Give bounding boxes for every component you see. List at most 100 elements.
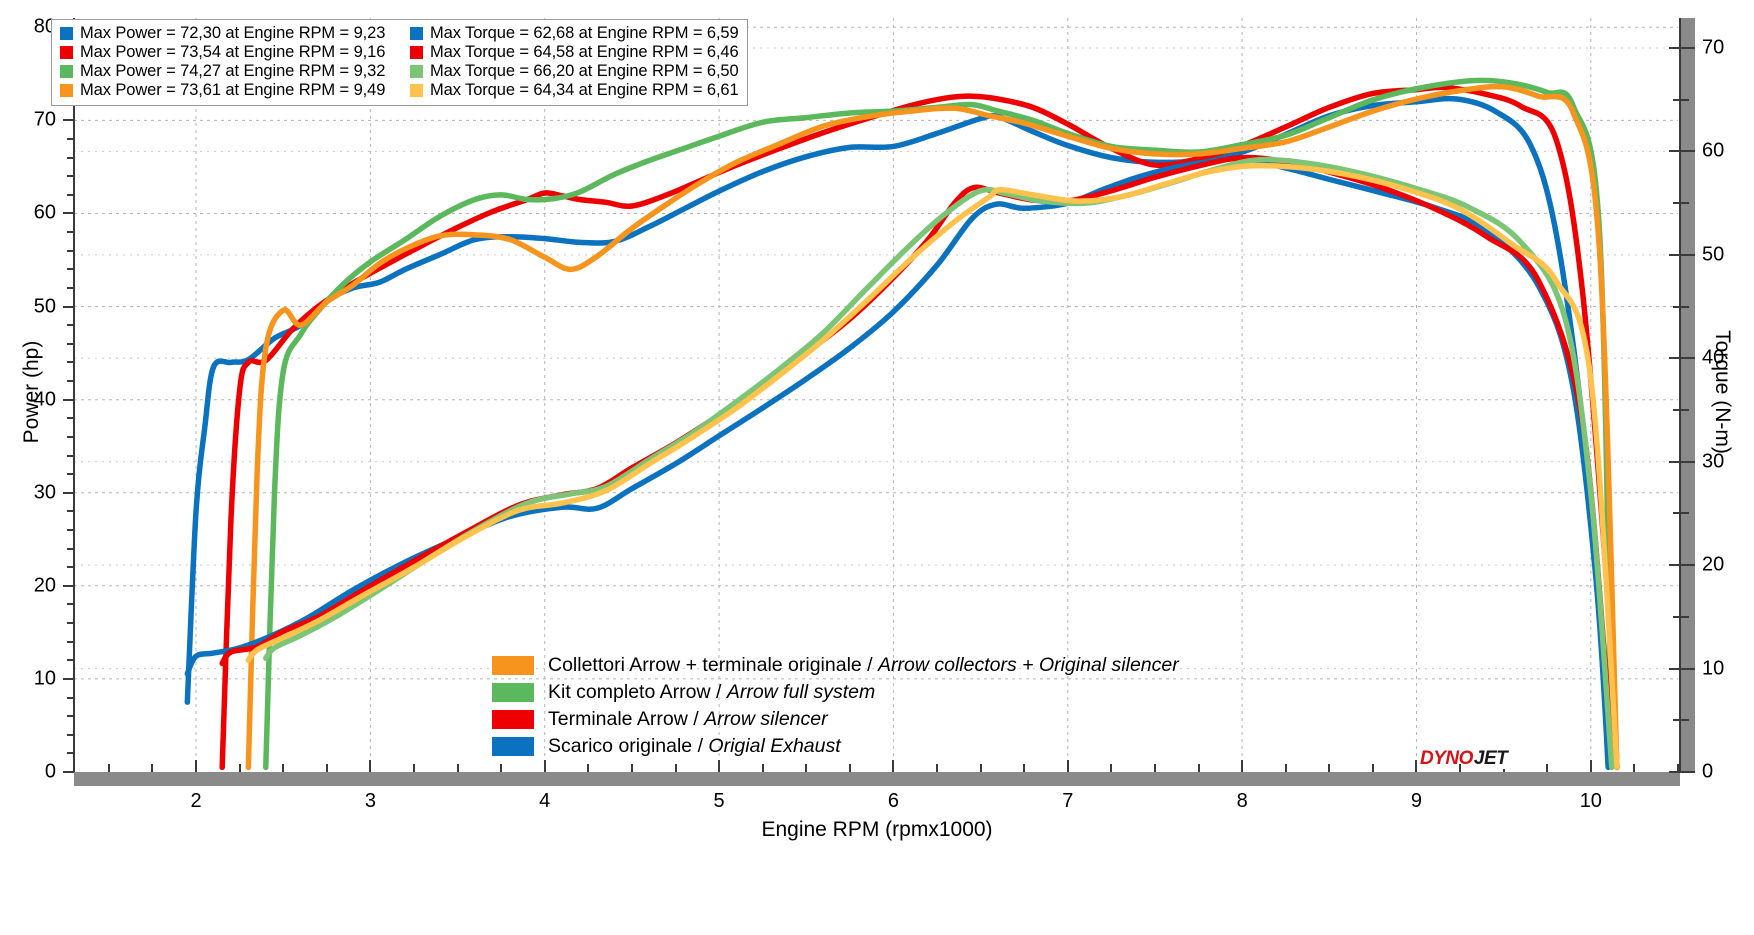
y2-tick-major <box>1669 253 1695 256</box>
x-tick-minor <box>1110 764 1113 772</box>
x-tick-minor <box>936 764 939 772</box>
x-tick-label: 10 <box>1579 790 1602 812</box>
y-axis-left-line <box>73 18 75 772</box>
curve-3 <box>245 83 1620 771</box>
y-tick-minor <box>67 231 74 234</box>
x-tick-minor <box>1546 764 1549 772</box>
dynojet-logo-dyno: DYNO <box>1420 748 1473 769</box>
series-legend-label: Collettori Arrow + terminale originale /… <box>548 654 1179 677</box>
series-color-swatch <box>492 736 534 756</box>
stats-legend-box: Max Power = 72,30 at Engine RPM = 9,23 M… <box>51 19 748 106</box>
x-tick-minor <box>1197 764 1200 772</box>
y-tick-label: 60 <box>33 201 56 224</box>
max-torque-text: Max Torque = 64,58 at Engine RPM = 6,46 <box>430 43 739 61</box>
plot-area <box>74 18 1678 772</box>
x-tick-minor <box>412 764 415 772</box>
series-color-swatch <box>410 65 423 78</box>
x-tick-label: 5 <box>713 790 725 812</box>
x-tick-label: 2 <box>190 790 202 812</box>
series-legend-label: Kit completo Arrow / Arrow full system <box>548 681 875 704</box>
max-power-text: Max Power = 72,30 at Engine RPM = 9,23 <box>80 24 386 42</box>
y-tick-minor <box>67 249 74 252</box>
y-tick-minor <box>67 380 74 383</box>
y-tick-minor <box>67 361 74 364</box>
y2-tick-major <box>1669 46 1695 49</box>
stats-row: Max Power = 73,61 at Engine RPM = 9,49 M… <box>60 81 739 100</box>
x-tick-label: 6 <box>887 790 899 812</box>
curves-layer <box>184 77 1620 771</box>
y-tick-minor <box>67 138 74 140</box>
y-axis-right-bar <box>1681 18 1695 772</box>
y2-tick-label: 50 <box>1702 243 1725 266</box>
stats-power-cell: Max Power = 72,30 at Engine RPM = 9,23 <box>60 24 410 43</box>
y-tick-minor <box>67 175 74 178</box>
series-color-swatch <box>60 84 73 97</box>
y2-tick-minor <box>1673 305 1689 308</box>
y2-tick-label: 30 <box>1702 450 1725 473</box>
x-tick-minor <box>630 764 633 772</box>
y-tick-label: 80 <box>33 15 56 38</box>
y-tick-label: 20 <box>33 574 56 597</box>
x-tick-major <box>195 760 198 772</box>
stats-torque-cell: Max Torque = 64,34 at Engine RPM = 6,61 <box>410 81 739 100</box>
stats-power-cell: Max Power = 73,61 at Engine RPM = 9,49 <box>60 81 410 100</box>
y-tick-label: 10 <box>33 667 56 690</box>
y-axis-left-title: Power (hp) <box>20 340 43 444</box>
y2-tick-major <box>1669 357 1695 360</box>
series-color-swatch <box>492 682 534 702</box>
x-tick-minor <box>325 764 328 772</box>
x-tick-minor <box>282 764 285 772</box>
x-tick-minor <box>1459 764 1462 772</box>
y-tick-minor <box>67 268 74 271</box>
y2-tick-minor <box>1673 408 1689 411</box>
y2-tick-minor <box>1673 98 1689 101</box>
y2-tick-major <box>1669 667 1695 670</box>
y2-tick-label: 60 <box>1702 139 1725 162</box>
y-tick-major <box>63 491 74 494</box>
x-tick-minor <box>1284 764 1287 772</box>
series-legend-label: Terminale Arrow / Arrow silencer <box>548 708 828 731</box>
x-tick-minor <box>107 764 110 772</box>
max-power-text: Max Power = 73,61 at Engine RPM = 9,49 <box>80 81 386 99</box>
x-tick-minor <box>805 764 808 772</box>
series-color-swatch <box>492 709 534 729</box>
x-tick-major <box>1066 760 1069 772</box>
y-tick-label: 40 <box>33 388 56 411</box>
y2-tick-label: 70 <box>1702 36 1725 59</box>
y2-tick-major <box>1669 771 1695 773</box>
stats-power-cell: Max Power = 74,27 at Engine RPM = 9,32 <box>60 62 410 81</box>
x-axis-title: Engine RPM (rpmx1000) <box>761 818 993 841</box>
y-tick-minor <box>67 603 74 606</box>
series-color-swatch <box>60 65 73 78</box>
x-tick-minor <box>1371 764 1374 772</box>
series-legend-row: Scarico originale / Origial Exhaust <box>492 733 1179 759</box>
series-label-en: Arrow collectors + Original silencer <box>878 653 1179 676</box>
x-tick-minor <box>151 764 154 772</box>
y-tick-major <box>63 677 74 680</box>
x-tick-minor <box>848 764 851 772</box>
y-tick-minor <box>67 659 74 662</box>
y-tick-minor <box>67 454 74 457</box>
y-axis-right-title: Torque (N-m) <box>1711 330 1734 454</box>
y2-tick-minor <box>1673 615 1689 618</box>
x-tick-major <box>543 760 546 772</box>
x-tick-minor <box>674 764 677 772</box>
y-tick-label: 50 <box>33 295 56 318</box>
y-tick-major <box>63 771 74 773</box>
max-torque-text: Max Torque = 62,68 at Engine RPM = 6,59 <box>430 24 739 42</box>
y-tick-label: 30 <box>33 481 56 504</box>
y-tick-minor <box>67 193 74 196</box>
curve-7 <box>245 162 1620 770</box>
y-axis-right-line <box>1679 18 1681 772</box>
series-legend-label: Scarico originale / Origial Exhaust <box>548 735 841 758</box>
series-label-it: Collettori Arrow + terminale originale / <box>548 653 879 676</box>
y-tick-minor <box>67 417 74 420</box>
y-tick-minor <box>67 752 74 755</box>
y2-tick-major <box>1669 150 1695 153</box>
series-color-swatch <box>410 27 423 40</box>
series-label-en: Arrow full system <box>726 680 876 703</box>
y-tick-minor <box>67 286 74 289</box>
series-label-en: Arrow silencer <box>704 707 828 730</box>
x-tick-label: 8 <box>1236 790 1248 812</box>
y-tick-minor <box>67 640 74 643</box>
